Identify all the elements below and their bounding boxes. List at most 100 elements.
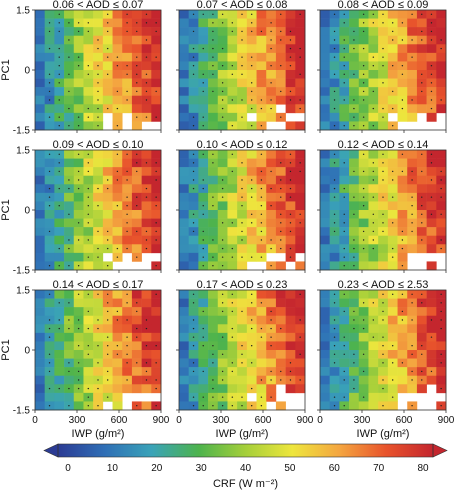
heatmap-cell bbox=[131, 104, 142, 114]
significance-dot bbox=[126, 205, 128, 207]
significance-dot bbox=[58, 327, 60, 330]
heatmap-cell bbox=[295, 192, 306, 202]
significance-dot bbox=[250, 345, 253, 347]
heatmap-cell bbox=[426, 341, 437, 351]
significance-dot bbox=[48, 387, 51, 390]
significance-dot bbox=[155, 345, 157, 347]
significance-dot bbox=[192, 319, 195, 321]
heatmap-cell bbox=[35, 27, 45, 37]
heatmap-cell bbox=[35, 290, 45, 299]
heatmap-cell bbox=[208, 315, 219, 325]
significance-dot bbox=[192, 162, 195, 164]
heatmap-cell bbox=[436, 70, 447, 79]
significance-dot bbox=[202, 239, 204, 241]
heatmap-cell bbox=[44, 104, 55, 114]
significance-dot bbox=[221, 293, 224, 295]
significance-dot bbox=[430, 370, 433, 373]
significance-dot bbox=[260, 302, 263, 304]
significance-dot bbox=[97, 327, 99, 330]
significance-dot bbox=[440, 362, 442, 364]
significance-dot bbox=[87, 345, 90, 347]
significance-dot bbox=[212, 256, 214, 258]
heatmap-cell bbox=[227, 112, 238, 122]
heatmap-cell bbox=[208, 332, 219, 342]
significance-dot bbox=[126, 22, 128, 24]
x-tick-label: 0 bbox=[317, 415, 323, 426]
heatmap-cell bbox=[416, 307, 427, 317]
significance-dot bbox=[440, 39, 442, 41]
significance-dot bbox=[299, 336, 301, 338]
heatmap-cell bbox=[416, 332, 427, 342]
significance-dot bbox=[192, 370, 195, 373]
heatmap-cell bbox=[217, 52, 228, 62]
significance-dot bbox=[250, 90, 253, 93]
heatmap-cell bbox=[54, 252, 65, 262]
significance-dot bbox=[440, 170, 442, 173]
heatmap-cell bbox=[93, 192, 104, 202]
colorbar-label: CRF (W m⁻²) bbox=[213, 478, 278, 490]
significance-dot bbox=[250, 256, 253, 258]
colorbar-tick-label: 0 bbox=[65, 463, 71, 474]
significance-dot bbox=[440, 353, 442, 355]
significance-dot bbox=[299, 293, 301, 295]
heatmap-cell bbox=[83, 87, 94, 97]
significance-dot bbox=[126, 345, 128, 347]
significance-dot bbox=[353, 30, 355, 33]
significance-dot bbox=[372, 302, 375, 304]
heatmap-cell bbox=[217, 158, 228, 168]
heatmap-cell bbox=[93, 218, 104, 228]
significance-dot bbox=[280, 370, 282, 373]
significance-dot bbox=[250, 30, 253, 33]
heatmap-cell bbox=[275, 332, 286, 342]
significance-dot bbox=[353, 247, 355, 250]
heatmap-cell bbox=[320, 298, 330, 308]
heatmap-cell bbox=[35, 87, 45, 97]
heatmap-cells bbox=[179, 10, 306, 131]
significance-dot bbox=[260, 153, 263, 155]
significance-dot bbox=[212, 265, 214, 267]
heatmap-cell bbox=[179, 218, 189, 228]
significance-dot bbox=[250, 319, 253, 321]
heatmap-cell bbox=[217, 201, 228, 211]
significance-dot bbox=[87, 256, 90, 258]
significance-dot bbox=[289, 362, 292, 364]
x-tick-label: 0 bbox=[32, 415, 38, 426]
heatmap-cell bbox=[339, 324, 350, 334]
heatmap-cell bbox=[122, 235, 133, 245]
heatmap-cell bbox=[436, 375, 447, 385]
significance-dot bbox=[87, 327, 90, 330]
heatmap-cell bbox=[122, 307, 133, 317]
significance-dot bbox=[343, 125, 345, 127]
significance-dot bbox=[270, 99, 272, 101]
heatmap-cell bbox=[266, 227, 277, 237]
significance-dot bbox=[136, 310, 138, 313]
significance-dot bbox=[212, 162, 214, 164]
significance-dot bbox=[333, 293, 336, 295]
heatmap-cell bbox=[73, 350, 84, 359]
heatmap-cell bbox=[208, 104, 219, 114]
heatmap-cell bbox=[198, 218, 209, 228]
heatmap-cell bbox=[64, 150, 75, 159]
significance-dot bbox=[136, 162, 138, 164]
heatmap-cell bbox=[397, 192, 408, 202]
panel-title: 0.09 < AOD ≤ 0.10 bbox=[53, 139, 144, 151]
significance-dot bbox=[280, 65, 282, 67]
significance-dot bbox=[77, 370, 80, 373]
heatmap-cell bbox=[208, 298, 219, 308]
significance-dot bbox=[250, 293, 253, 295]
significance-dot bbox=[202, 345, 204, 347]
heatmap-cell bbox=[102, 61, 113, 71]
significance-dot bbox=[192, 396, 195, 398]
significance-dot bbox=[353, 73, 355, 75]
significance-dot bbox=[401, 239, 404, 241]
significance-dot bbox=[299, 99, 301, 101]
heatmap-cell bbox=[35, 375, 45, 385]
significance-dot bbox=[68, 107, 70, 110]
significance-dot bbox=[382, 310, 384, 313]
heatmap-cell bbox=[35, 324, 45, 334]
significance-dot bbox=[202, 205, 204, 207]
significance-dot bbox=[126, 336, 128, 338]
significance-dot bbox=[411, 405, 413, 407]
heatmap-cell bbox=[112, 192, 123, 202]
